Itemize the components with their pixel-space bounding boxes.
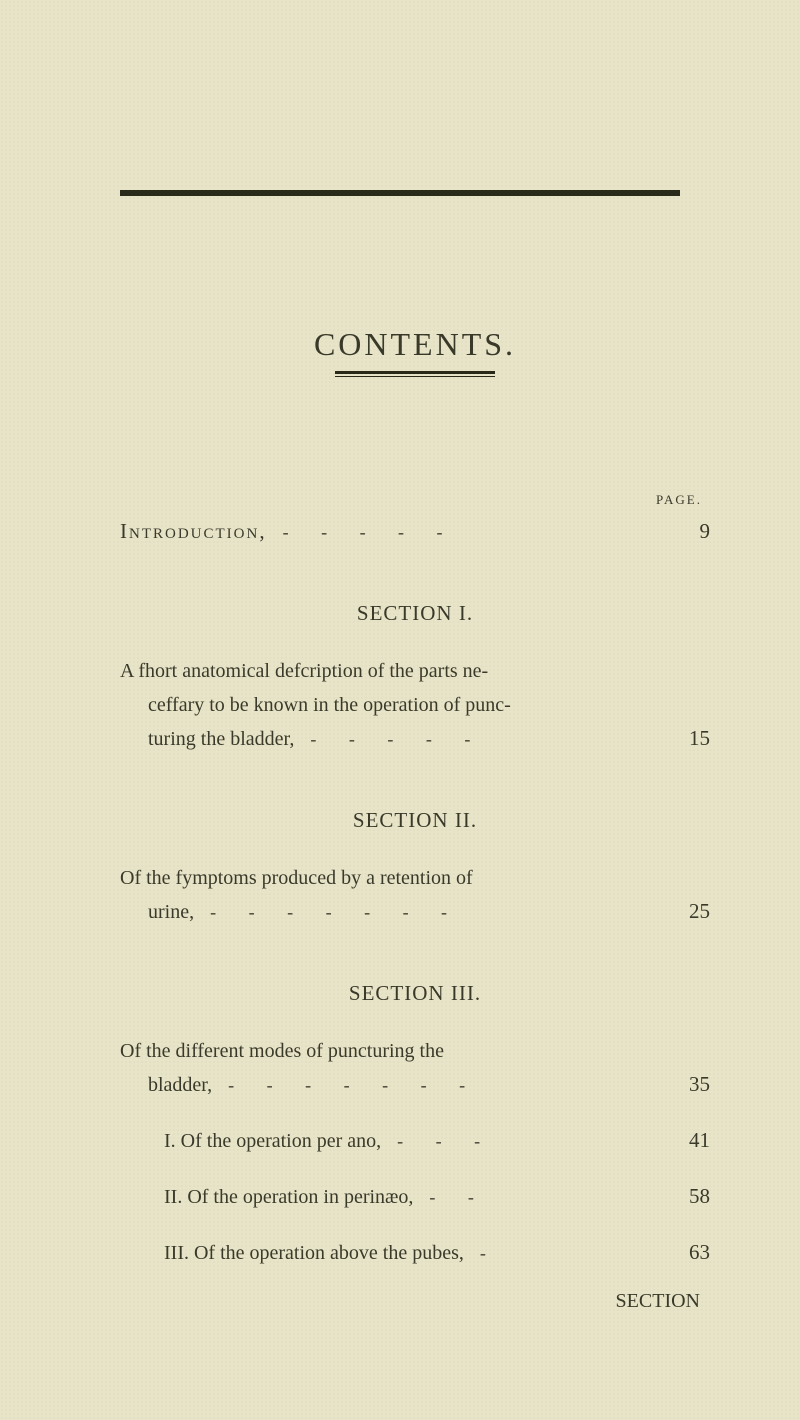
para-text: urine, — [148, 895, 194, 929]
para-last-line: urine, - - - - - - - 25 — [120, 895, 710, 929]
para-last-line: turing the bladder, - - - - - 15 — [120, 722, 710, 756]
roman-item-3: III. Of the operation above the pubes, -… — [120, 1236, 710, 1270]
leader-dashes: - - - — [381, 1131, 672, 1152]
entry-line: Introduction, - - - - - 9 — [120, 514, 710, 549]
page-number: 63 — [672, 1240, 710, 1265]
leader-dashes: - - - - - - - — [194, 902, 672, 923]
page-number: 41 — [672, 1128, 710, 1153]
page-number: 25 — [672, 899, 710, 924]
page-container: CONTENTS. PAGE. Introduction, - - - - - … — [0, 0, 800, 1420]
section-1-paragraph: A fhort anatomical defcription of the pa… — [120, 654, 710, 756]
page-number: 9 — [672, 519, 710, 544]
top-rule — [120, 190, 680, 196]
leader-dashes: - - - - - — [267, 522, 672, 543]
catchword: SECTION — [120, 1290, 710, 1313]
section-heading-1: SECTION I. — [120, 601, 710, 626]
roman-item-text: I. Of the operation per ano, — [164, 1124, 381, 1158]
introduction-label: Introduction, — [120, 514, 267, 549]
roman-item-2: II. Of the operation in perinæo, - - 58 — [120, 1180, 710, 1214]
para-line: Of the different modes of puncturing the — [120, 1034, 710, 1068]
page-number: 15 — [672, 726, 710, 751]
roman-item-1: I. Of the operation per ano, - - - 41 — [120, 1124, 710, 1158]
contents-title: CONTENTS. — [120, 326, 710, 363]
section-2-paragraph: Of the fymptoms produced by a retention … — [120, 861, 710, 929]
para-text: bladder, — [148, 1068, 212, 1102]
section-heading-2: SECTION II. — [120, 808, 710, 833]
para-line: Of the fymptoms produced by a retention … — [120, 861, 710, 895]
page-number: 58 — [672, 1184, 710, 1209]
para-text: turing the bladder, — [148, 722, 294, 756]
leader-dashes: - - - - - — [294, 729, 672, 750]
title-underline-thick — [335, 371, 495, 374]
roman-item-text: II. Of the operation in perinæo, — [164, 1180, 413, 1214]
roman-item-text: III. Of the operation above the pubes, — [164, 1236, 464, 1270]
leader-dashes: - - — [413, 1187, 672, 1208]
page-column-label: PAGE. — [120, 492, 710, 508]
introduction-entry: Introduction, - - - - - 9 — [120, 514, 710, 549]
para-line: ceffary to be known in the operation of … — [120, 688, 710, 722]
section-3-paragraph: Of the different modes of puncturing the… — [120, 1034, 710, 1270]
page-number: 35 — [672, 1072, 710, 1097]
section-heading-3: SECTION III. — [120, 981, 710, 1006]
leader-dashes: - — [464, 1243, 672, 1264]
leader-dashes: - - - - - - - — [212, 1075, 672, 1096]
para-line: A fhort anatomical defcription of the pa… — [120, 654, 710, 688]
para-last-line: bladder, - - - - - - - 35 — [120, 1068, 710, 1102]
title-underline-thin — [335, 376, 495, 377]
